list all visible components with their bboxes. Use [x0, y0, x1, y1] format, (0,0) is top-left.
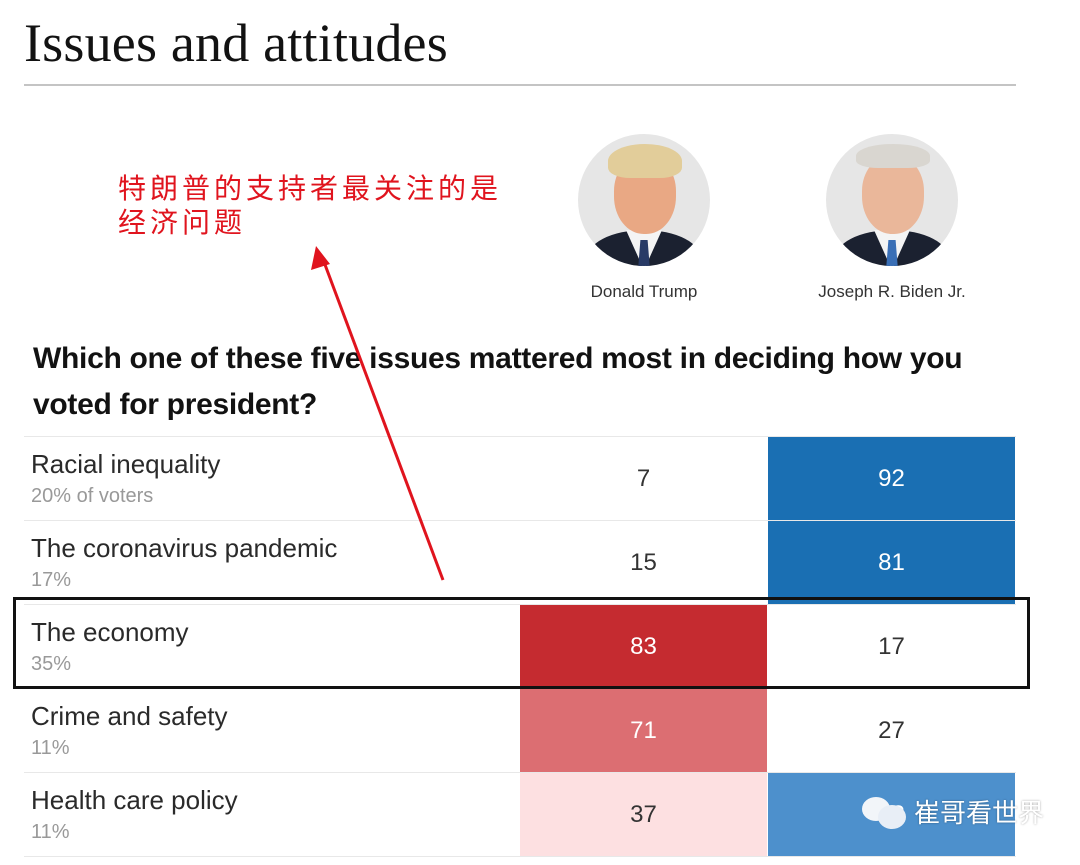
voter-share: 11%	[31, 737, 70, 759]
issue-label: Racial inequality	[31, 449, 221, 479]
voter-share: 11%	[31, 821, 70, 843]
candidate-name: Joseph R. Biden Jr.	[818, 282, 966, 301]
voter-share: 20% of voters	[31, 485, 154, 507]
wechat-icon	[862, 795, 908, 829]
page-title: Issues and attitudes	[24, 13, 448, 73]
trump-value: 71	[520, 689, 767, 772]
table-row: Racial inequality 20% of voters 7 92	[24, 436, 1016, 520]
avatar-trump	[578, 134, 710, 266]
annotation-text: 特朗普的支持者最关注的是经济问题	[118, 172, 503, 239]
arrow-head	[311, 246, 330, 270]
table-row: The economy 35% 83 17	[24, 604, 1016, 688]
trump-value: 37	[520, 773, 767, 856]
candidate-biden: Joseph R. Biden Jr.	[792, 134, 992, 302]
issue-label: The economy	[31, 617, 189, 647]
issue-label: The coronavirus pandemic	[31, 533, 338, 563]
biden-value: 81	[768, 521, 1015, 604]
watermark: 崔哥看世界	[862, 793, 1044, 830]
trump-value: 83	[520, 605, 767, 688]
biden-value: 92	[768, 437, 1015, 520]
trump-value: 15	[520, 521, 767, 604]
table-row: Crime and safety 11% 71 27	[24, 688, 1016, 772]
question-heading: Which one of these five issues mattered …	[33, 342, 963, 421]
watermark-text: 崔哥看世界	[914, 798, 1045, 828]
candidate-name: Donald Trump	[590, 282, 698, 301]
candidate-trump: Donald Trump	[544, 134, 744, 302]
trump-value: 7	[520, 437, 767, 520]
voter-share: 35%	[31, 653, 72, 675]
table-row: The coronavirus pandemic 17% 15 81	[24, 520, 1016, 604]
title-divider	[24, 84, 1016, 86]
biden-value: 17	[768, 605, 1015, 688]
issue-label: Health care policy	[31, 785, 238, 815]
biden-value: 27	[768, 689, 1015, 772]
issue-label: Crime and safety	[31, 701, 228, 731]
voter-share: 17%	[31, 569, 72, 591]
avatar-biden	[826, 134, 958, 266]
results-table: Racial inequality 20% of voters 7 92 The…	[24, 436, 1016, 857]
